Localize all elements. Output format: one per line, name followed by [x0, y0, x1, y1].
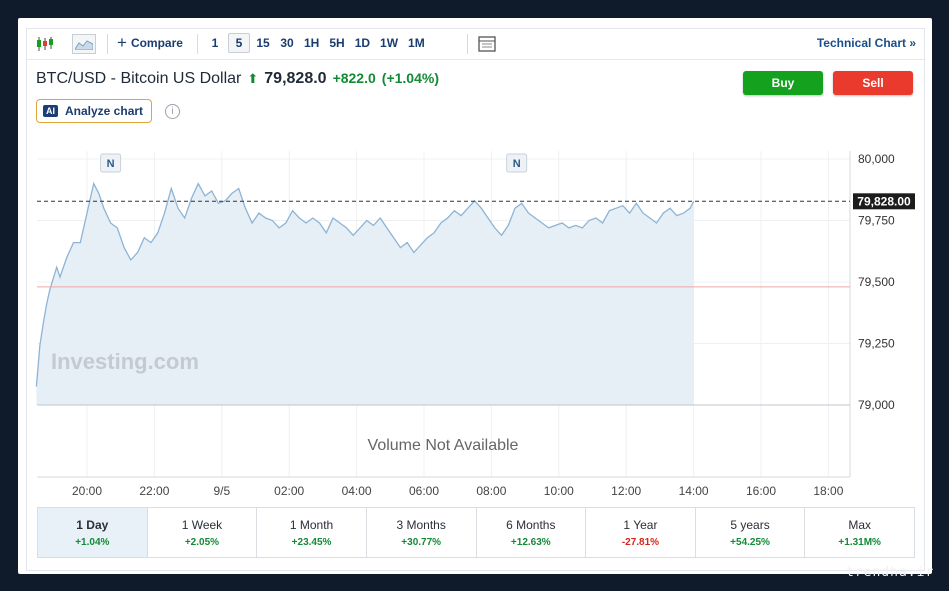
period-label: 1 Week [181, 517, 223, 532]
x-tick-label: 02:00 [274, 484, 304, 497]
price-area [36, 183, 694, 405]
y-tick-label: 79,500 [858, 275, 895, 289]
period-3-months[interactable]: 3 Months +30.77% [367, 508, 477, 557]
x-tick-label: 9/5 [213, 484, 230, 497]
volume-note: Volume Not Available [368, 437, 519, 454]
x-tick-label: 22:00 [139, 484, 169, 497]
period-1-day[interactable]: 1 Day +1.04% [38, 508, 148, 557]
period-change: +23.45% [291, 536, 332, 548]
price-change-pct: (+1.04%) [381, 70, 439, 86]
interval-selector: 1 5 15 30 1H 5H 1D 1W 1M [204, 33, 429, 53]
period-label: 5 years [730, 517, 770, 532]
period-change: +30.77% [401, 536, 442, 548]
current-price-label: 79,828.00 [857, 194, 911, 208]
price-chart[interactable]: 20:00 22:00 9/5 02:00 04:00 06:00 08:00 10:00 12… [27, 137, 924, 497]
area-chart-icon[interactable] [72, 34, 96, 54]
period-6-months[interactable]: 6 Months +12.63% [477, 508, 587, 557]
interval-5[interactable]: 5 [228, 33, 250, 53]
news-marker[interactable] [506, 153, 528, 173]
period-change: +1.31M% [838, 536, 881, 548]
toolbar-divider [467, 34, 468, 54]
period-1-year[interactable]: 1 Year -27.81% [586, 508, 696, 557]
period-max[interactable]: Max +1.31M% [805, 508, 914, 557]
current-price-tag [853, 193, 915, 210]
x-tick-label: 16:00 [746, 484, 776, 497]
period-change: -27.81% [621, 536, 660, 548]
last-price: 79,828.0 [264, 70, 327, 87]
y-tick-label: 79,750 [858, 214, 895, 228]
sell-button[interactable]: Sell [833, 71, 913, 95]
period-change: +2.05% [184, 536, 220, 548]
x-tick-label: 08:00 [476, 484, 506, 497]
x-tick-label: 14:00 [679, 484, 709, 497]
chart-toolbar: + Compare 1 5 15 30 1H 5H 1D 1W 1M Technical Cha… [27, 29, 924, 60]
analyze-chart-button[interactable]: AI Analyze chart [36, 99, 153, 123]
interval-15[interactable]: 15 [256, 36, 270, 50]
y-tick-label: 79,000 [858, 398, 895, 412]
price-line [35, 181, 695, 387]
compare-label: Compare [130, 36, 183, 50]
arrow-up-icon: ⬆ [247, 71, 259, 86]
interval-1d[interactable]: 1D [354, 36, 371, 50]
interval-1m[interactable]: 1M [408, 36, 425, 50]
info-icon[interactable]: i [165, 104, 180, 119]
news-marker-label: N [107, 158, 115, 170]
interval-30[interactable]: 30 [280, 36, 294, 50]
chart-panel: + Compare 1 5 15 30 1H 5H 1D 1W 1M Technical Cha… [26, 28, 925, 571]
period-change: +1.04% [75, 536, 110, 548]
period-label: 1 Year [623, 517, 658, 532]
site-watermark: trendha.ir [846, 565, 935, 580]
y-tick-label: 80,000 [858, 152, 895, 166]
toolbar-divider [197, 34, 198, 54]
buy-button[interactable]: Buy [743, 71, 823, 95]
period-1-month[interactable]: 1 Month +23.45% [257, 508, 367, 557]
period-label: Max [848, 517, 872, 532]
x-tick-label: 18:00 [813, 484, 843, 497]
interval-5h[interactable]: 5H [329, 36, 345, 50]
compare-button[interactable]: + Compare [117, 33, 183, 52]
chart-widget: + Compare 1 5 15 30 1H 5H 1D 1W 1M Technical Cha… [18, 18, 932, 574]
technical-chart-link[interactable]: Technical Chart » [816, 36, 916, 50]
layout-icon[interactable] [476, 34, 498, 54]
performance-periods: 1 Day +1.04% 1 Week +2.05% 1 Month +23.45% 3 M… [37, 507, 915, 558]
x-tick-label: 12:00 [611, 484, 641, 497]
ai-badge: AI [43, 105, 58, 117]
news-marker-label: N [513, 158, 521, 170]
toolbar-divider [107, 34, 108, 54]
period-1-week[interactable]: 1 Week +2.05% [148, 508, 258, 557]
interval-1w[interactable]: 1W [380, 36, 399, 50]
period-5-years[interactable]: 5 years +54.25% [696, 508, 806, 557]
period-label: 1 Day [76, 517, 109, 532]
instrument-header: BTC/USD - Bitcoin US Dollar ⬆ 79,828.0 +… [36, 70, 439, 88]
period-change: +12.63% [510, 536, 551, 548]
news-marker[interactable] [100, 153, 122, 173]
price-change: +822.0 [332, 70, 376, 86]
y-tick-label: 79,250 [858, 337, 895, 351]
x-tick-label: 20:00 [72, 484, 102, 497]
period-label: 1 Month [289, 517, 334, 532]
analyze-chart-label: Analyze chart [65, 104, 144, 118]
period-change: +54.25% [730, 536, 770, 548]
period-label: 6 Months [506, 517, 556, 532]
x-tick-label: 06:00 [409, 484, 439, 497]
instrument-name: BTC/USD - Bitcoin US Dollar [36, 70, 242, 87]
candlestick-icon[interactable] [34, 34, 56, 54]
x-tick-label: 10:00 [544, 484, 574, 497]
interval-1[interactable]: 1 [211, 36, 219, 50]
plus-icon: + [117, 33, 127, 52]
x-tick-label: 04:00 [342, 484, 372, 497]
interval-1h[interactable]: 1H [304, 36, 320, 50]
period-label: 3 Months [396, 517, 446, 532]
investing-watermark: Investing.com [51, 349, 199, 374]
